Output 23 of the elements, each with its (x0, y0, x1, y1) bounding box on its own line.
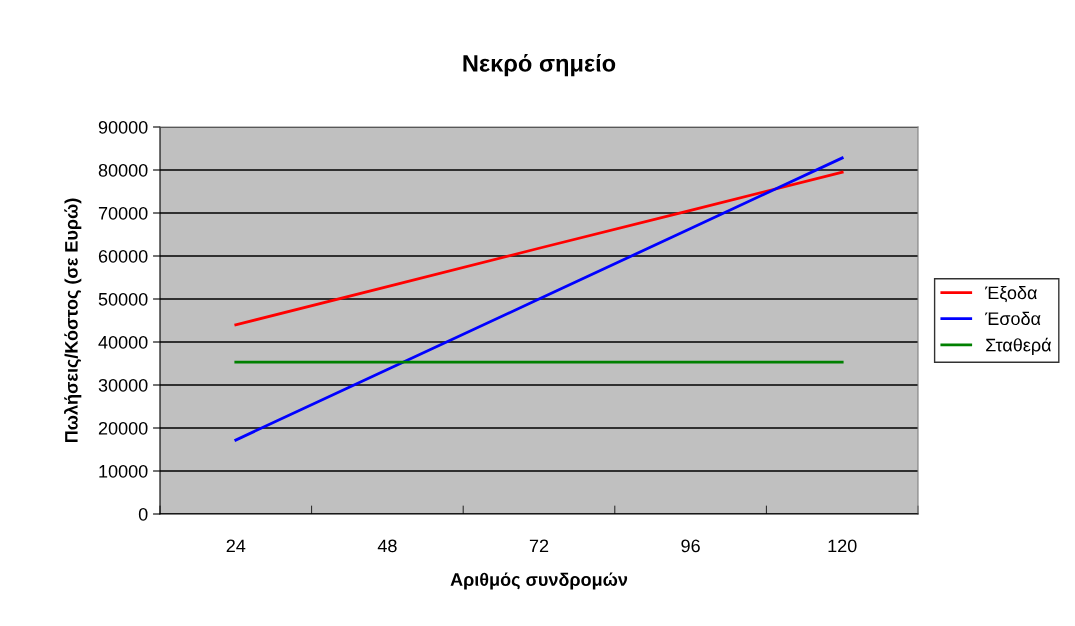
y-tick-label: 70000 (98, 206, 148, 220)
x-tick-label: 24 (226, 539, 246, 553)
y-tick-label: 30000 (98, 378, 148, 392)
legend-label: Σταθερά (986, 337, 1052, 356)
line-series (234, 156, 844, 442)
y-tick-label: 40000 (98, 335, 148, 349)
legend-label: Έξοδα (985, 285, 1037, 303)
y-tick-label: 20000 (98, 421, 148, 435)
y-tick-label: 80000 (98, 163, 148, 177)
y-tick-label: 50000 (98, 292, 148, 306)
x-tick-label: 48 (377, 539, 397, 553)
y-axis-title: Πωλήσεις/Κόστος (σε Ευρώ) (64, 198, 82, 443)
x-axis-title: Αριθμός συνδρομών (450, 572, 628, 590)
line-series (234, 170, 844, 327)
chart-title: Νεκρό σημείο (463, 54, 616, 77)
x-tick-label: 72 (529, 539, 549, 553)
y-tick-label: 10000 (99, 464, 148, 478)
x-tick-label: 96 (681, 539, 700, 553)
x-tick-label: 120 (828, 539, 857, 553)
y-tick-label: 90000 (98, 120, 148, 134)
y-tick-label: 60000 (98, 249, 148, 263)
y-tick-label: 0 (138, 507, 148, 521)
legend-label: Έσοδα (985, 311, 1041, 326)
